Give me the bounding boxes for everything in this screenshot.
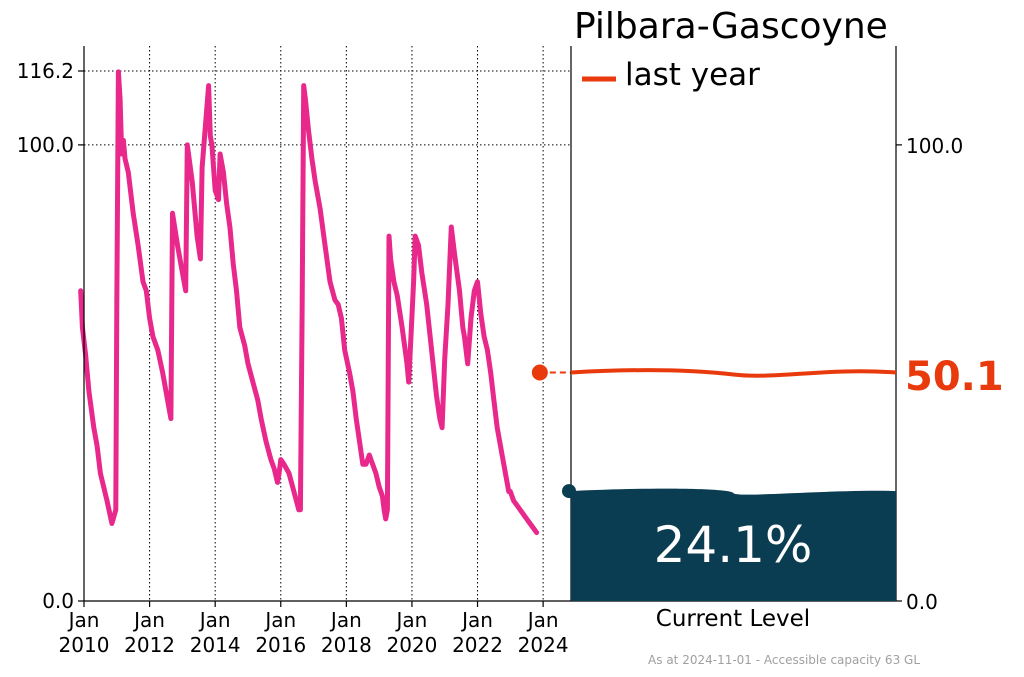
current-level-marker [562,484,576,499]
y-tick-labels: 0.0 100.0 116.2 [17,59,74,613]
x-tick-labels: Jan2010Jan2012Jan2014Jan2016Jan2018Jan20… [59,608,569,657]
x-tick-label: 2020 [386,633,437,657]
level-series-group [78,69,571,536]
right-tick-label: 0.0 [906,590,938,614]
footnote: As at 2024-11-01 - Accessible capacity 6… [648,653,920,667]
x-tick-label: Jan [132,608,165,632]
x-tick-label: Jan [329,608,362,632]
x-tick-label: 2012 [124,633,175,657]
chart-title: Pilbara-Gascoyne [574,6,888,47]
y-tick-label: 116.2 [17,59,74,83]
x-tick-label: Jan [67,608,100,632]
x-tick-label: 2016 [255,633,306,657]
y-tick-label: 100.0 [17,133,74,157]
x-tick-label: 2022 [452,633,503,657]
current-level-panel [562,368,897,601]
right-tick-labels: 0.0 100.0 [906,134,963,614]
right-tick-label: 100.0 [906,134,963,158]
legend-label: last year [625,57,760,93]
y-tick-label: 0.0 [42,589,74,613]
last-year-value-label: 50.1 [905,354,1004,400]
x-tick-label: 2024 [518,633,569,657]
x-tick-label: 2014 [190,633,241,657]
x-tick-label: Jan [198,608,231,632]
current-level-axis-label: Current Level [656,606,810,632]
x-tick-label: Jan [395,608,428,632]
current-percent-label: 24.1% [654,516,813,574]
last-year-marker [531,364,548,381]
grid-lines [83,46,571,601]
x-tick-label: 2010 [59,633,110,657]
level-series-line [78,69,540,536]
x-tick-label: Jan [460,608,493,632]
x-tick-label: 2018 [321,633,372,657]
x-tick-label: Jan [526,608,559,632]
last-year-line [570,368,897,378]
current-level-fill [571,488,896,601]
x-tick-label: Jan [263,608,296,632]
